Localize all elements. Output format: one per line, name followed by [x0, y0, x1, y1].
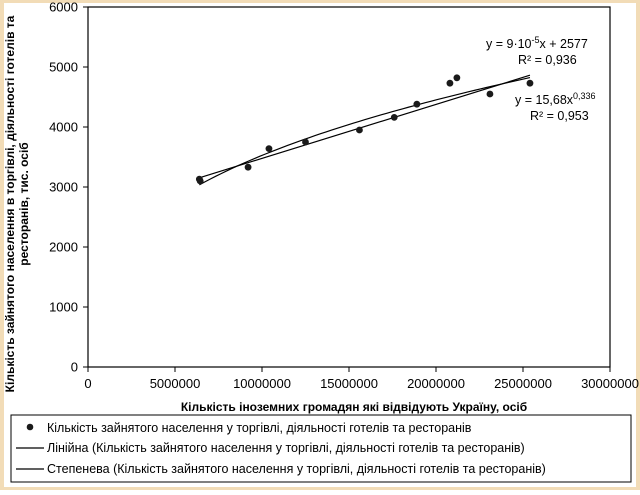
data-point: [196, 177, 204, 185]
power-r2: R² = 0,953: [530, 109, 589, 123]
plot-area-border: [87, 6, 611, 368]
x-axis-title: Кількість іноземних громадян які відвіду…: [181, 400, 527, 414]
y-axis-title-line1: Кількість зайнятого населення в торгівлі…: [3, 15, 17, 392]
x-tick-group: 0 5000000 10000000 15000000 20000000 25000000…: [84, 367, 639, 391]
data-point: [453, 74, 461, 82]
y-tick-label: 6000: [49, 0, 78, 15]
data-point: [486, 90, 494, 98]
y-tick-label: 2000: [49, 240, 78, 255]
y-tick-label: 5000: [49, 60, 78, 75]
x-tick-label: 20000000: [407, 376, 465, 391]
x-tick-label: 15000000: [320, 376, 378, 391]
linear-r2: R² = 0,936: [518, 53, 577, 67]
data-point: [265, 145, 273, 153]
data-point: [244, 163, 252, 171]
y-tick-label: 4000: [49, 120, 78, 135]
data-point: [413, 100, 421, 108]
x-tick-label: 10000000: [233, 376, 291, 391]
y-tick-group: 0 1000 2000 3000 4000 5000 6000: [49, 0, 88, 375]
y-tick-label: 3000: [49, 180, 78, 195]
data-point: [446, 79, 454, 87]
data-point: [302, 138, 309, 146]
x-tick-label: 25000000: [494, 376, 552, 391]
legend-entry-power: Степенева (Кількість зайнятого населення…: [47, 462, 546, 476]
y-tick-label: 0: [71, 360, 78, 375]
data-point: [356, 126, 363, 134]
legend-box: [10, 414, 632, 483]
legend-marker-points: [26, 423, 34, 431]
power-equation: y = 15,68x0,336: [515, 91, 596, 107]
linear-equation: y = 9·10-5x + 2577: [486, 35, 588, 51]
x-tick-label: 5000000: [150, 376, 201, 391]
x-tick-label: 0: [84, 376, 91, 391]
trend-line-group: [199, 74, 531, 186]
data-point: [526, 79, 534, 87]
data-point-group: [195, 74, 534, 185]
x-tick-label: 30000000: [581, 376, 639, 391]
legend-entry-linear: Лінійна (Кількість зайнятого населення у…: [47, 441, 525, 455]
y-tick-label: 1000: [49, 300, 78, 315]
power-trend-line: [199, 76, 531, 186]
y-axis-title-line2: ресторанів, тис. осіб: [17, 142, 31, 265]
linear-trend-line: [199, 74, 531, 179]
legend-entry-points: Кількість зайнятого населення у торгівлі…: [47, 421, 472, 435]
data-point: [390, 114, 398, 121]
